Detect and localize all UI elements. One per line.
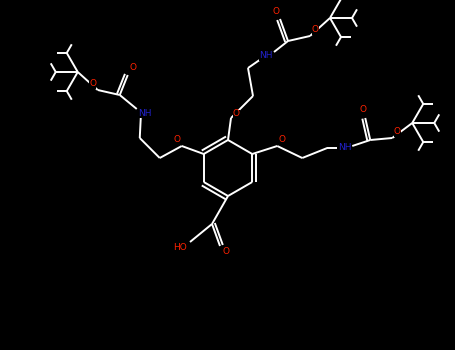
Text: O: O (89, 79, 96, 89)
Text: O: O (173, 135, 180, 145)
Text: O: O (233, 110, 239, 119)
Text: NH: NH (259, 51, 273, 61)
Text: O: O (129, 63, 136, 72)
Text: NH: NH (339, 144, 352, 153)
Text: O: O (222, 247, 229, 257)
Text: HO: HO (173, 243, 187, 252)
Text: O: O (360, 105, 367, 114)
Text: O: O (273, 7, 279, 15)
Text: O: O (394, 127, 401, 136)
Text: O: O (312, 26, 318, 35)
Text: O: O (279, 135, 286, 145)
Text: NH: NH (138, 108, 152, 118)
